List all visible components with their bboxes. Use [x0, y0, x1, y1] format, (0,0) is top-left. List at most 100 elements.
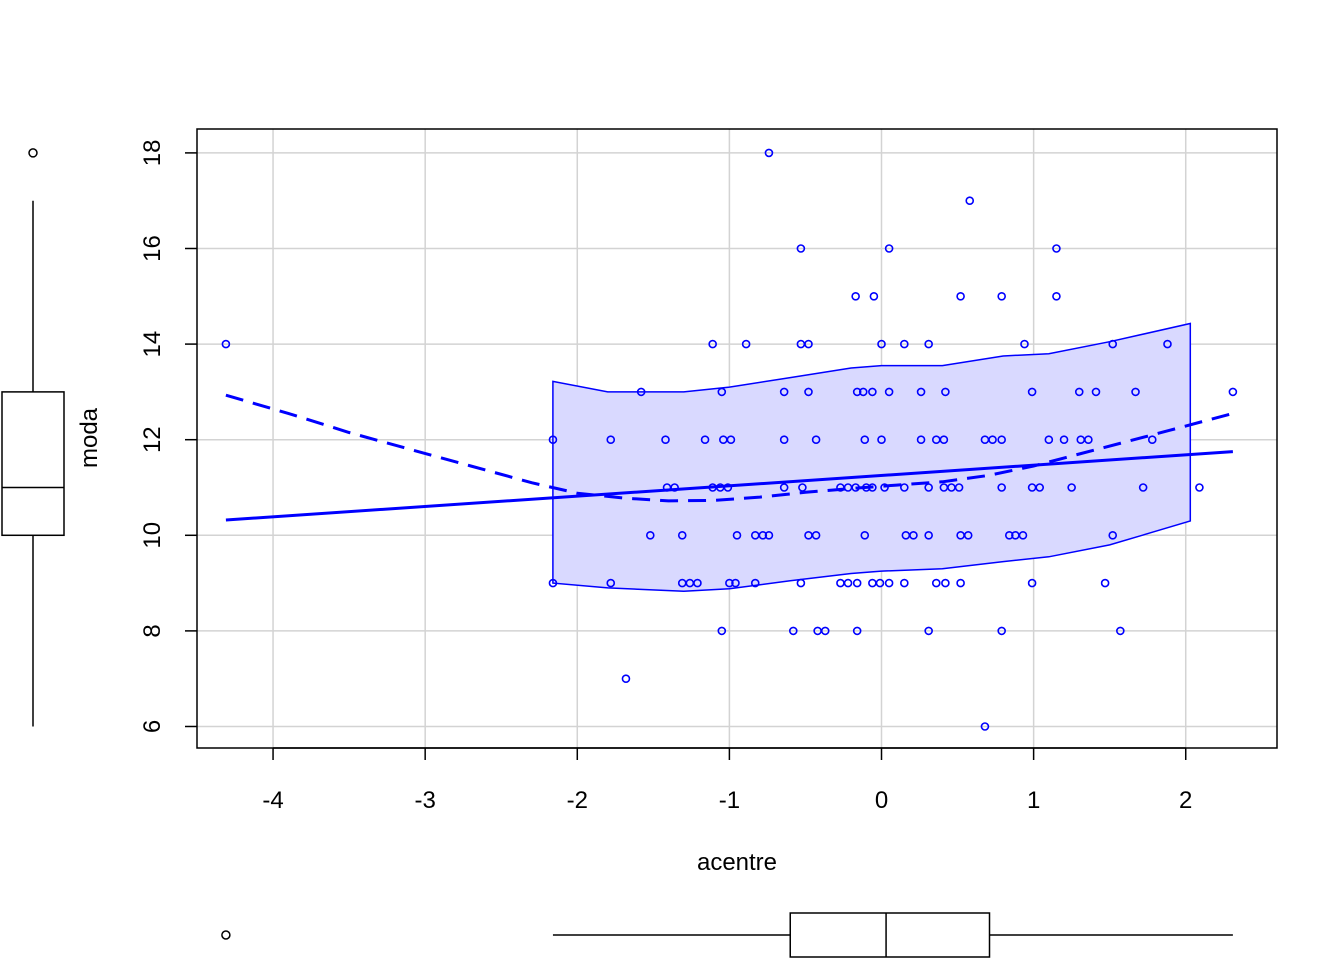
data-point: [1131, 387, 1140, 397]
data-point: [884, 244, 894, 253]
data-point: [997, 435, 1006, 444]
data-point: [788, 626, 798, 636]
data-point: [750, 578, 760, 588]
data-point: [851, 291, 860, 301]
data-point: [1100, 578, 1110, 588]
x-tick-label: -2: [567, 787, 588, 814]
data-point: [1163, 339, 1172, 349]
data-point: [924, 339, 933, 349]
data-point: [548, 578, 558, 588]
data-point: [804, 387, 813, 397]
data-point: [1108, 339, 1118, 349]
data-point: [954, 483, 964, 492]
data-point: [1108, 530, 1118, 540]
data-point: [916, 435, 926, 444]
confidence-band: [552, 322, 1192, 592]
y-box-outlier: [28, 148, 38, 158]
data-point: [708, 339, 717, 349]
data-point: [941, 578, 950, 588]
y-tick-label: 12: [139, 426, 166, 453]
data-point: [1059, 435, 1069, 444]
x-box: [789, 912, 991, 958]
data-point: [924, 626, 933, 636]
data-point: [764, 148, 774, 158]
data-point: [852, 578, 862, 588]
y-tick-label: 6: [139, 720, 166, 733]
data-point: [1018, 530, 1028, 540]
x-axis: -4 -3 -2 -1 0 1 2: [262, 747, 1192, 814]
data-point: [836, 578, 845, 588]
y-tick-label: 14: [139, 331, 166, 358]
data-point: [606, 578, 616, 588]
data-points: [221, 148, 1238, 731]
data-point: [997, 626, 1006, 636]
data-point: [677, 530, 687, 540]
data-point: [900, 339, 909, 349]
data-point: [700, 435, 710, 444]
data-point: [606, 435, 616, 444]
data-point: [1228, 387, 1238, 397]
data-point: [980, 722, 990, 731]
data-point: [880, 483, 889, 492]
y-box: [1, 391, 65, 537]
x-tick-label: -1: [719, 787, 740, 814]
data-point: [779, 387, 789, 397]
data-point: [645, 530, 655, 540]
data-point: [796, 244, 806, 253]
data-point: [804, 339, 813, 349]
data-point: [221, 339, 231, 349]
data-point: [693, 578, 702, 588]
data-point: [916, 387, 926, 397]
data-point: [820, 626, 830, 636]
data-point: [1027, 387, 1037, 397]
x-marginal-boxplot: [221, 912, 1233, 958]
data-point: [1074, 387, 1084, 397]
data-point: [731, 578, 740, 588]
data-point: [997, 291, 1006, 301]
data-point: [884, 578, 894, 588]
y-tick-label: 16: [139, 235, 166, 262]
data-point: [909, 530, 918, 540]
data-point: [1147, 435, 1157, 444]
data-point: [798, 483, 807, 492]
data-point: [852, 387, 862, 397]
x-axis-label: acentre: [697, 849, 777, 876]
data-point: [741, 339, 751, 349]
data-point: [717, 626, 727, 636]
y-axis: 6 8 10 12 14 16 18: [139, 140, 197, 733]
data-point: [1116, 626, 1125, 636]
data-point: [843, 578, 853, 588]
data-point: [796, 578, 806, 588]
x-tick-label: -3: [414, 787, 435, 814]
data-point: [717, 387, 727, 397]
data-point: [758, 530, 768, 540]
x-tick-label: 1: [1027, 787, 1040, 814]
data-point: [1027, 578, 1037, 588]
data-point: [732, 530, 742, 540]
data-point: [860, 435, 870, 444]
data-point: [900, 578, 909, 588]
linear-fit-line: [225, 450, 1233, 522]
data-point: [1044, 435, 1054, 444]
data-point: [869, 291, 879, 301]
data-point: [1067, 483, 1076, 492]
data-point: [764, 530, 774, 540]
data-point: [963, 530, 973, 540]
data-point: [900, 483, 909, 492]
data-point: [636, 387, 646, 397]
data-point: [1020, 339, 1029, 349]
data-point: [1138, 483, 1148, 492]
data-point: [661, 435, 670, 444]
data-point: [858, 387, 868, 397]
data-point: [988, 435, 997, 444]
data-point: [931, 578, 941, 588]
data-point: [1052, 291, 1061, 301]
data-point: [1052, 244, 1061, 253]
data-point: [868, 387, 877, 397]
data-point: [956, 291, 965, 301]
data-point: [875, 578, 885, 588]
data-point: [997, 483, 1006, 492]
data-point: [811, 530, 821, 540]
data-point: [548, 435, 558, 444]
